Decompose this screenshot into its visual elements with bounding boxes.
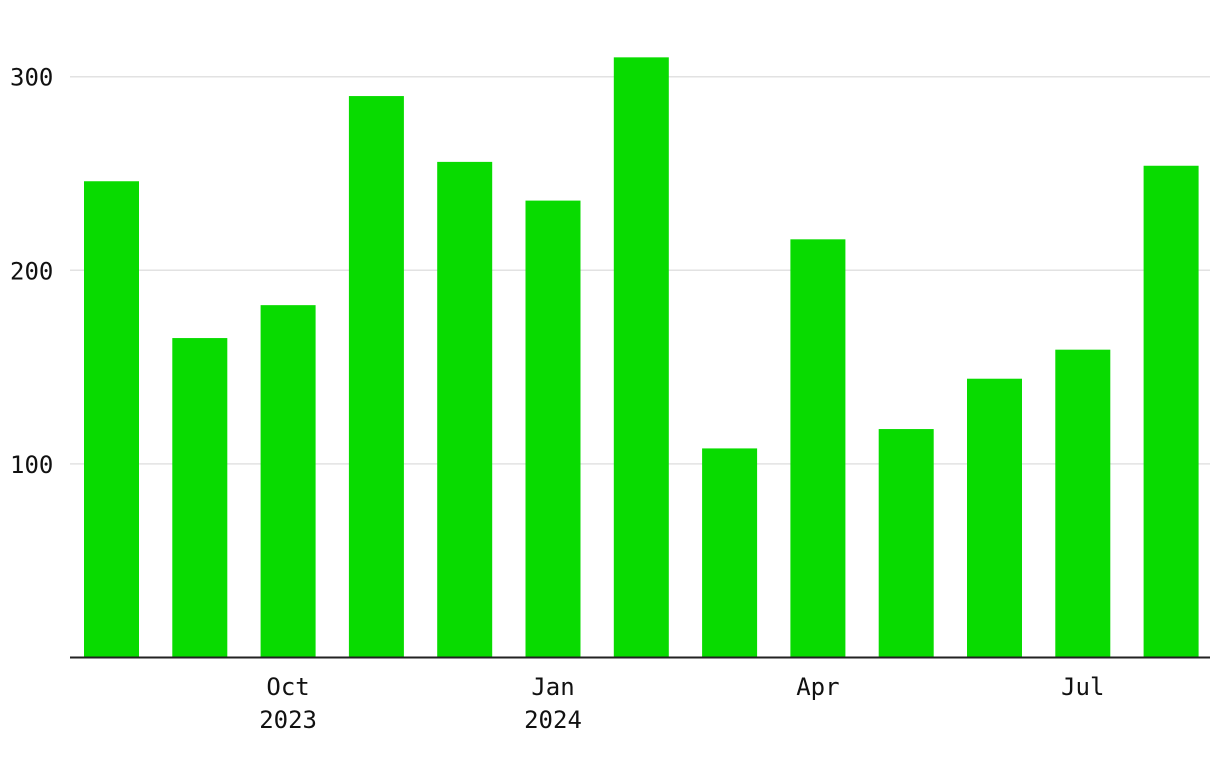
bar-2024-04 — [790, 239, 846, 658]
y-tick-label-300: 300 — [10, 64, 53, 92]
x-tick-label-apr: Apr — [796, 673, 839, 701]
x-tick-label-oct: Oct — [266, 673, 309, 701]
bar-2024-02 — [613, 57, 669, 658]
bars — [84, 57, 1199, 658]
y-axis-tick-labels: 100 200 300 — [10, 64, 53, 479]
x-axis-tick-labels: Oct 2023 Jan 2024 Apr Jul — [259, 673, 1104, 734]
y-tick-label-200: 200 — [10, 257, 53, 285]
y-tick-label-100: 100 — [10, 451, 53, 479]
bar-2023-09 — [172, 338, 228, 658]
bar-2024-05 — [878, 429, 934, 658]
bar-2023-08 — [84, 181, 139, 658]
bar-2023-11 — [348, 96, 404, 658]
bar-2024-01 — [525, 200, 581, 658]
x-tick-label-jul: Jul — [1061, 673, 1104, 701]
bar-2024-07 — [1055, 349, 1111, 658]
x-tick-label-jan: Jan — [531, 673, 574, 701]
bar-2023-12 — [437, 161, 493, 658]
bar-2023-10 — [260, 305, 316, 658]
bar-2024-08 — [1143, 165, 1199, 658]
bar-2024-06 — [967, 378, 1022, 658]
x-tick-year-2024: 2024 — [524, 706, 582, 734]
x-tick-year-2023: 2023 — [259, 706, 317, 734]
bar-2024-03 — [702, 448, 758, 658]
